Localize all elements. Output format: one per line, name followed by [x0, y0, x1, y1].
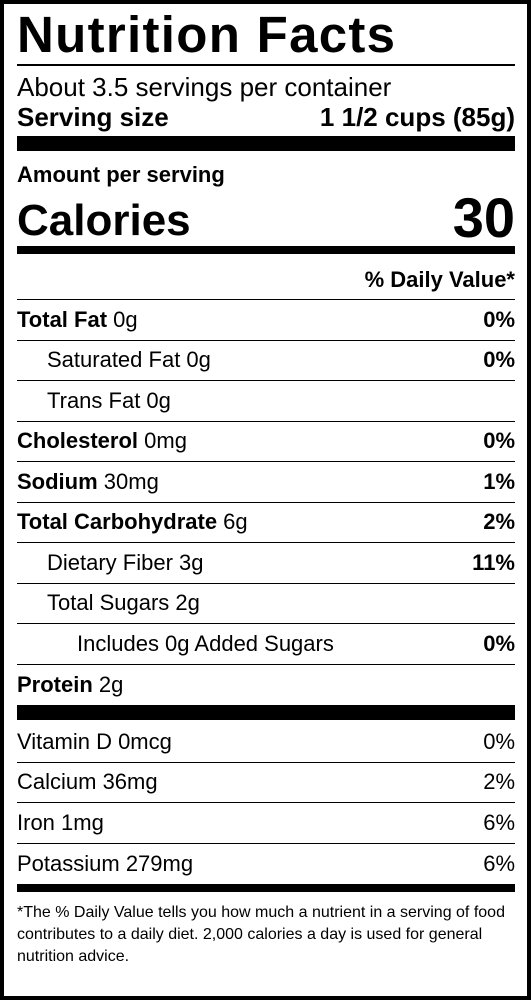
nutrient-row-added-sugars: Includes 0g Added Sugars 0%: [17, 624, 515, 665]
vitamin-row-calcium: Calcium 36mg 2%: [17, 763, 515, 803]
nutrient-dv: 1%: [483, 468, 515, 494]
calories-row: Calories 30: [17, 186, 515, 246]
nutrient-name: Total Fat: [17, 306, 108, 332]
nutrient-row-total-sugars: Total Sugars 2g: [17, 584, 515, 624]
serving-size-label: Serving size: [17, 102, 169, 132]
vitamin-dv: 6%: [483, 850, 515, 876]
title-divider: [17, 64, 515, 66]
nutrient-name: Total Carbohydrate: [17, 509, 218, 535]
vitamin-name: Potassium 279mg: [17, 850, 194, 876]
serving-divider: [17, 136, 515, 151]
nutrient-name: Saturated Fat 0g: [47, 347, 211, 373]
calories-label: Calories: [17, 196, 191, 245]
calories-value: 30: [452, 186, 515, 249]
vitamin-dv: 0%: [483, 728, 515, 754]
nutrient-amount: 2g: [92, 671, 124, 697]
nutrient-amount: 0mg: [138, 428, 187, 454]
calories-divider: [17, 246, 515, 254]
nutrient-name: Includes 0g Added Sugars: [77, 630, 334, 656]
nutrient-dv: 0%: [483, 428, 515, 454]
vitamin-row-potassium: Potassium 279mg 6%: [17, 844, 515, 885]
servings-per-container: About 3.5 servings per container: [17, 72, 392, 102]
nutrient-dv: 11%: [472, 549, 515, 575]
nutrient-row-protein: Protein 2g: [17, 665, 515, 706]
nutrient-row-sodium: Sodium 30mg 1%: [17, 462, 515, 503]
vitamin-name: Vitamin D 0mcg: [17, 728, 172, 754]
nutrient-name: Dietary Fiber 3g: [47, 549, 204, 575]
nutrient-row-total-fat: Total Fat 0g 0%: [17, 300, 515, 341]
vitamin-row-vitamin-d: Vitamin D 0mcg 0%: [17, 722, 515, 763]
vitamin-row-iron: Iron 1mg 6%: [17, 803, 515, 844]
serving-size-row: Serving size 1 1/2 cups (85g): [17, 102, 515, 136]
amount-per-serving: Amount per serving: [17, 162, 225, 187]
nutrient-amount: 0g: [107, 306, 138, 332]
nutrient-row-dietary-fiber: Dietary Fiber 3g 11%: [17, 543, 515, 584]
nutrient-name: Protein: [17, 671, 93, 697]
label-title: Nutrition Facts: [17, 6, 397, 63]
nutrient-amount: 6g: [217, 509, 248, 535]
vitamin-dv: 2%: [483, 769, 515, 795]
vitamin-name: Calcium 36mg: [17, 769, 158, 795]
nutrient-name: Total Sugars 2g: [47, 590, 200, 616]
footnote-divider: [17, 884, 515, 892]
vitamin-dv: 6%: [483, 809, 515, 835]
nutrient-dv: 0%: [483, 347, 515, 373]
protein-divider: [17, 705, 515, 720]
nutrient-name: Sodium: [17, 468, 98, 494]
nutrient-row-cholesterol: Cholesterol 0mg 0%: [17, 422, 515, 462]
serving-size-value: 1 1/2 cups (85g): [319, 102, 515, 132]
vitamin-name: Iron 1mg: [17, 809, 104, 835]
nutrient-dv: 0%: [483, 630, 515, 656]
nutrient-row-saturated-fat: Saturated Fat 0g 0%: [17, 341, 515, 381]
nutrient-amount: 30mg: [97, 468, 159, 494]
nutrient-dv: 0%: [483, 306, 515, 332]
nutrient-row-trans-fat: Trans Fat 0g: [17, 381, 515, 422]
daily-value-header: % Daily Value*: [17, 260, 515, 300]
nutrient-dv: 2%: [483, 509, 515, 535]
nutrient-name: Cholesterol: [17, 428, 139, 454]
nutrient-row-total-carbohydrate: Total Carbohydrate 6g 2%: [17, 503, 515, 543]
nutrient-name: Trans Fat 0g: [47, 387, 171, 413]
daily-value-footnote: *The % Daily Value tells you how much a …: [17, 904, 505, 965]
